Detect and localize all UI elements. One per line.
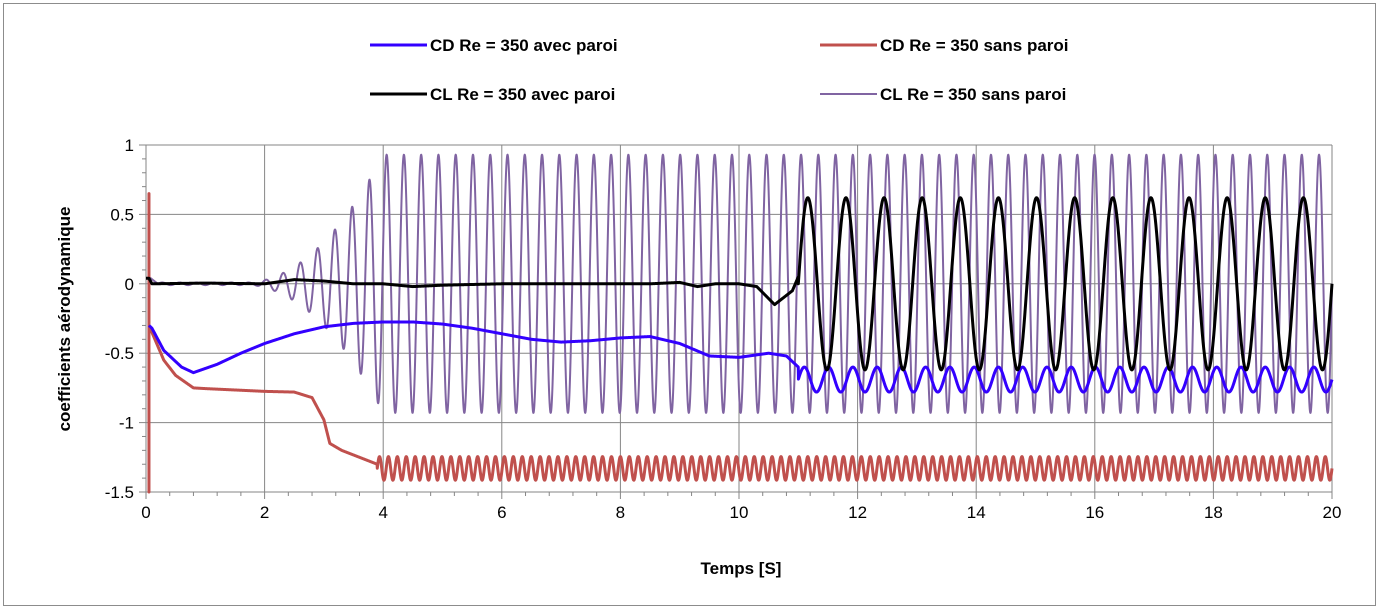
series-line-cl-avec: [144, 196, 1334, 372]
x-tick-label: 14: [967, 503, 986, 522]
legend: CD Re = 350 avec paroi CD Re = 350 sans …: [370, 36, 1069, 104]
y-axis-title: coefficients aérodynamique: [55, 207, 74, 432]
x-tick-label: 0: [141, 503, 150, 522]
series-line-cd-sans: [147, 192, 1334, 494]
tick-labels: 0 2 4 6 8 10 12 14 16 18 20 1 0.5 0 -0.5 -1 -1.5: [105, 136, 1342, 522]
x-tick-label: 6: [497, 503, 506, 522]
legend-label-cd-avec: CD Re = 350 avec paroi: [430, 36, 618, 55]
y-tick-label: 0: [125, 275, 134, 294]
y-tick-label: 0.5: [110, 205, 134, 224]
y-tick-label: 1: [125, 136, 134, 155]
legend-label-cd-sans: CD Re = 350 sans paroi: [880, 36, 1069, 55]
series-line-cl-sans: [147, 153, 1333, 414]
y-tick-label: -0.5: [105, 344, 134, 363]
legend-entry-cd-avec: CD Re = 350 avec paroi: [370, 36, 618, 55]
x-tick-label: 2: [260, 503, 269, 522]
x-tick-label: 4: [378, 503, 387, 522]
y-tick-label: -1.5: [105, 483, 134, 502]
plot-series: [144, 153, 1334, 494]
x-axis-title: Temps [S]: [701, 559, 782, 578]
x-tick-label: 18: [1204, 503, 1223, 522]
legend-entry-cl-avec: CL Re = 350 avec paroi: [370, 85, 615, 104]
x-tick-label: 16: [1085, 503, 1104, 522]
x-tick-label: 12: [848, 503, 867, 522]
series-line-cd-avec: [147, 320, 1334, 394]
legend-label-cl-sans: CL Re = 350 sans paroi: [880, 85, 1066, 104]
x-tick-label: 10: [730, 503, 749, 522]
legend-entry-cd-sans: CD Re = 350 sans paroi: [820, 36, 1069, 55]
legend-label-cl-avec: CL Re = 350 avec paroi: [430, 85, 615, 104]
y-tick-label: -1: [119, 414, 134, 433]
x-tick-label: 20: [1323, 503, 1342, 522]
legend-entry-cl-sans: CL Re = 350 sans paroi: [820, 85, 1066, 104]
x-tick-label: 8: [616, 503, 625, 522]
chart-frame: [3, 3, 1376, 606]
